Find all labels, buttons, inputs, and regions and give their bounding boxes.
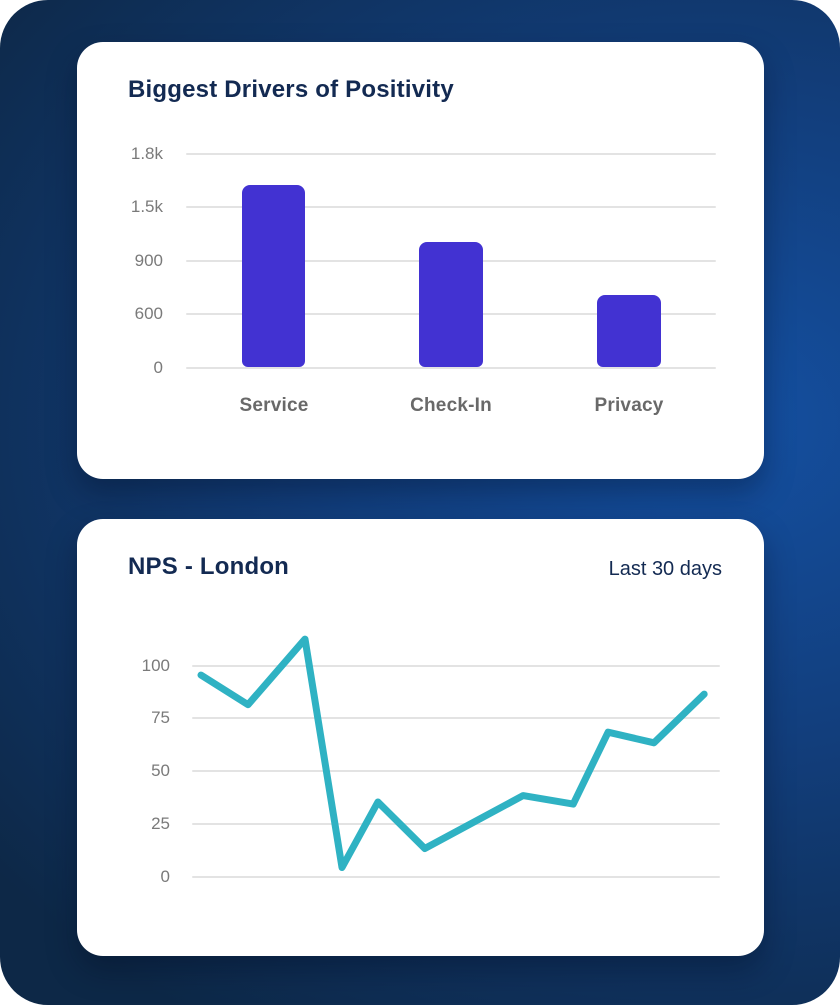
nps-line-chart: 100 75 50 25 0 <box>77 519 764 956</box>
category-label-privacy: Privacy <box>594 395 664 416</box>
line-series <box>197 635 708 871</box>
y-axis-tick-label: 1.8k <box>130 143 163 163</box>
y-axis-tick-label: 600 <box>134 304 163 323</box>
y-axis-tick-label: 0 <box>153 357 163 377</box>
y-axis-tick-label: 1.5k <box>130 197 163 216</box>
bar-privacy <box>597 295 661 367</box>
y-axis-tick-label: 0 <box>160 867 170 886</box>
nps-card-title: NPS - London <box>128 553 290 580</box>
drivers-bar-chart: 1.8k 1.5k 900 600 0 Service Check-In Privacy <box>77 42 764 479</box>
y-axis-tick-label: 50 <box>151 761 170 780</box>
gridline <box>192 823 720 825</box>
gridline <box>192 664 720 667</box>
y-axis-tick-label: 25 <box>151 814 170 833</box>
y-axis-tick-label: 100 <box>141 655 170 675</box>
y-axis-tick-label: 900 <box>134 250 163 270</box>
nps-trend-line <box>197 635 708 871</box>
gridline <box>192 717 720 719</box>
gridline <box>192 876 720 878</box>
gridline <box>186 206 716 208</box>
gridline <box>186 152 716 155</box>
y-axis-tick-label: 75 <box>151 708 170 727</box>
nps-card: NPS - London Last 30 days 100 75 50 25 0 <box>77 519 764 956</box>
category-label-service: Service <box>239 395 309 416</box>
bar-service <box>242 184 305 367</box>
drivers-card: Biggest Drivers of Positivity 1.8k 1.5k 90… <box>77 42 764 479</box>
drivers-card-title: Biggest Drivers of Positivity <box>128 76 454 103</box>
nps-period-label: Last 30 days <box>608 558 722 580</box>
gridline <box>186 366 716 369</box>
bar-check-in <box>419 241 483 367</box>
gridline <box>192 770 720 772</box>
category-label-check-in: Check-In <box>410 395 492 416</box>
